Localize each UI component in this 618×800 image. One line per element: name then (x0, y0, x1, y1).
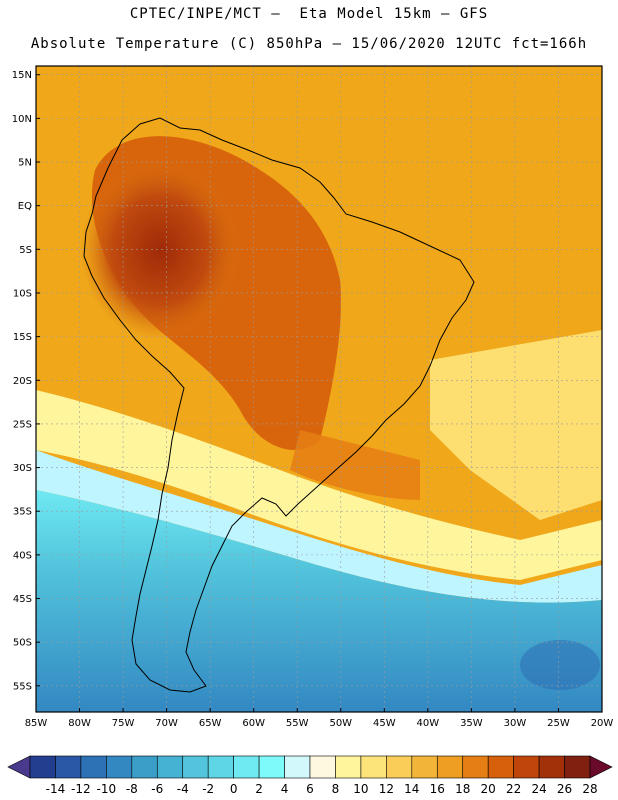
lat-tick-label: 50S (13, 638, 32, 649)
longitude-labels: 85W 80W 75W 70W 65W 60W 55W 50W 45W 40W 35W 30W 25W 2… (25, 708, 614, 729)
colorbar-label: -14 (46, 782, 66, 796)
lat-tick-label: 45S (13, 594, 32, 605)
lat-tick-label: 15N (12, 70, 32, 81)
colorbar-label: 4 (281, 782, 289, 796)
colorbar-label: 26 (557, 782, 572, 796)
colorbar-swatch (207, 755, 234, 779)
colorbar-swatch (182, 755, 209, 779)
colorbar: -14 -12 -10 -8 -6 -4 -2 0 2 4 6 8 10 12 14 16 18 20 22 24 26… (7, 755, 613, 796)
colorbar-swatch (80, 755, 107, 779)
colorbar-label: 2 (255, 782, 263, 796)
lon-tick-label: 70W (155, 718, 178, 729)
colorbar-swatch (258, 755, 285, 779)
south-america-coastline (83, 117, 475, 693)
lon-tick-label: 50W (329, 718, 352, 729)
lat-tick-label: EQ (18, 201, 32, 212)
lon-tick-label: 65W (199, 718, 222, 729)
colorbar-swatch (156, 755, 184, 779)
colorbar-right-arrow (589, 755, 613, 779)
lon-tick-label: 80W (68, 718, 91, 729)
lon-tick-label: 85W (25, 718, 48, 729)
field-warmest-core (80, 160, 240, 340)
lat-tick-label: 5S (19, 245, 32, 256)
lon-tick-label: 30W (504, 718, 527, 729)
lat-tick-label: 10S (13, 288, 32, 299)
colorbar-swatch (360, 755, 387, 779)
colorbar-swatch (538, 755, 565, 779)
lat-tick-label: 25S (13, 419, 32, 430)
colorbar-label: -10 (97, 782, 117, 796)
colorbar-label: 6 (306, 782, 314, 796)
map-frame (35, 65, 603, 713)
colorbar-swatch (131, 755, 158, 779)
lat-tick-label: 20S (13, 376, 32, 387)
map-subtitle: Absolute Temperature (C) 850hPa – 15/06/… (30, 36, 588, 52)
colorbar-swatch (29, 755, 56, 779)
lon-tick-label: 20W (591, 718, 614, 729)
colorbar-label: -12 (71, 782, 91, 796)
lat-tick-label: 40S (13, 550, 32, 561)
lon-tick-label: 60W (242, 718, 265, 729)
colorbar-label: 24 (531, 782, 546, 796)
colorbar-swatch (513, 755, 540, 779)
colorbar-swatch (309, 755, 336, 779)
colorbar-label: 10 (353, 782, 368, 796)
colorbar-label: 0 (230, 782, 238, 796)
lon-tick-label: 35W (460, 718, 483, 729)
lat-lon-grid (35, 66, 603, 712)
colorbar-swatch (335, 755, 362, 779)
colorbar-swatch (487, 755, 514, 779)
colorbar-swatch (55, 755, 82, 779)
lat-tick-label: 10N (12, 114, 32, 125)
colorbar-left-arrow (7, 755, 31, 779)
colorbar-swatch (284, 755, 311, 779)
colorbar-label: 20 (481, 782, 496, 796)
colorbar-swatch (386, 755, 413, 779)
colorbar-swatch (436, 755, 464, 779)
lat-tick-label: 5N (18, 158, 32, 169)
colorbar-label: 12 (379, 782, 394, 796)
lat-tick-label: 15S (13, 332, 32, 343)
colorbar-swatch (106, 755, 133, 779)
lon-tick-label: 75W (112, 718, 135, 729)
colorbar-label: 8 (332, 782, 340, 796)
temperature-field (36, 66, 602, 712)
colorbar-swatch (462, 755, 489, 779)
field-coldest-patch (520, 640, 600, 690)
lat-tick-label: 35S (13, 507, 32, 518)
lon-tick-label: 55W (286, 718, 309, 729)
lon-tick-label: 45W (373, 718, 396, 729)
field-cool-band (36, 450, 602, 603)
colorbar-label: 16 (430, 782, 445, 796)
colorbar-label: -8 (126, 782, 138, 796)
lon-tick-label: 25W (547, 718, 570, 729)
lat-tick-label: 30S (13, 463, 32, 474)
colorbar-label: -4 (177, 782, 189, 796)
colorbar-label: -6 (151, 782, 163, 796)
colorbar-label: 22 (506, 782, 521, 796)
colorbar-label: 18 (455, 782, 470, 796)
lat-tick-label: 55S (13, 681, 32, 692)
colorbar-label: -2 (202, 782, 214, 796)
lon-tick-label: 40W (417, 718, 440, 729)
latitude-labels: 15N 10N 5N EQ 5S 10S 15S 20S 25S 30S 35S 40S 45S 50S 5… (12, 70, 40, 692)
colorbar-label: 14 (404, 782, 419, 796)
map-title: CPTEC/INPE/MCT – Eta Model 15km – GFS (129, 6, 489, 22)
colorbar-swatch (564, 755, 591, 779)
colorbar-label: 28 (582, 782, 597, 796)
colorbar-swatch (411, 755, 438, 779)
field-pale-atlantic (430, 330, 602, 520)
colorbar-swatch (233, 755, 260, 779)
field-cold-south (36, 490, 602, 712)
